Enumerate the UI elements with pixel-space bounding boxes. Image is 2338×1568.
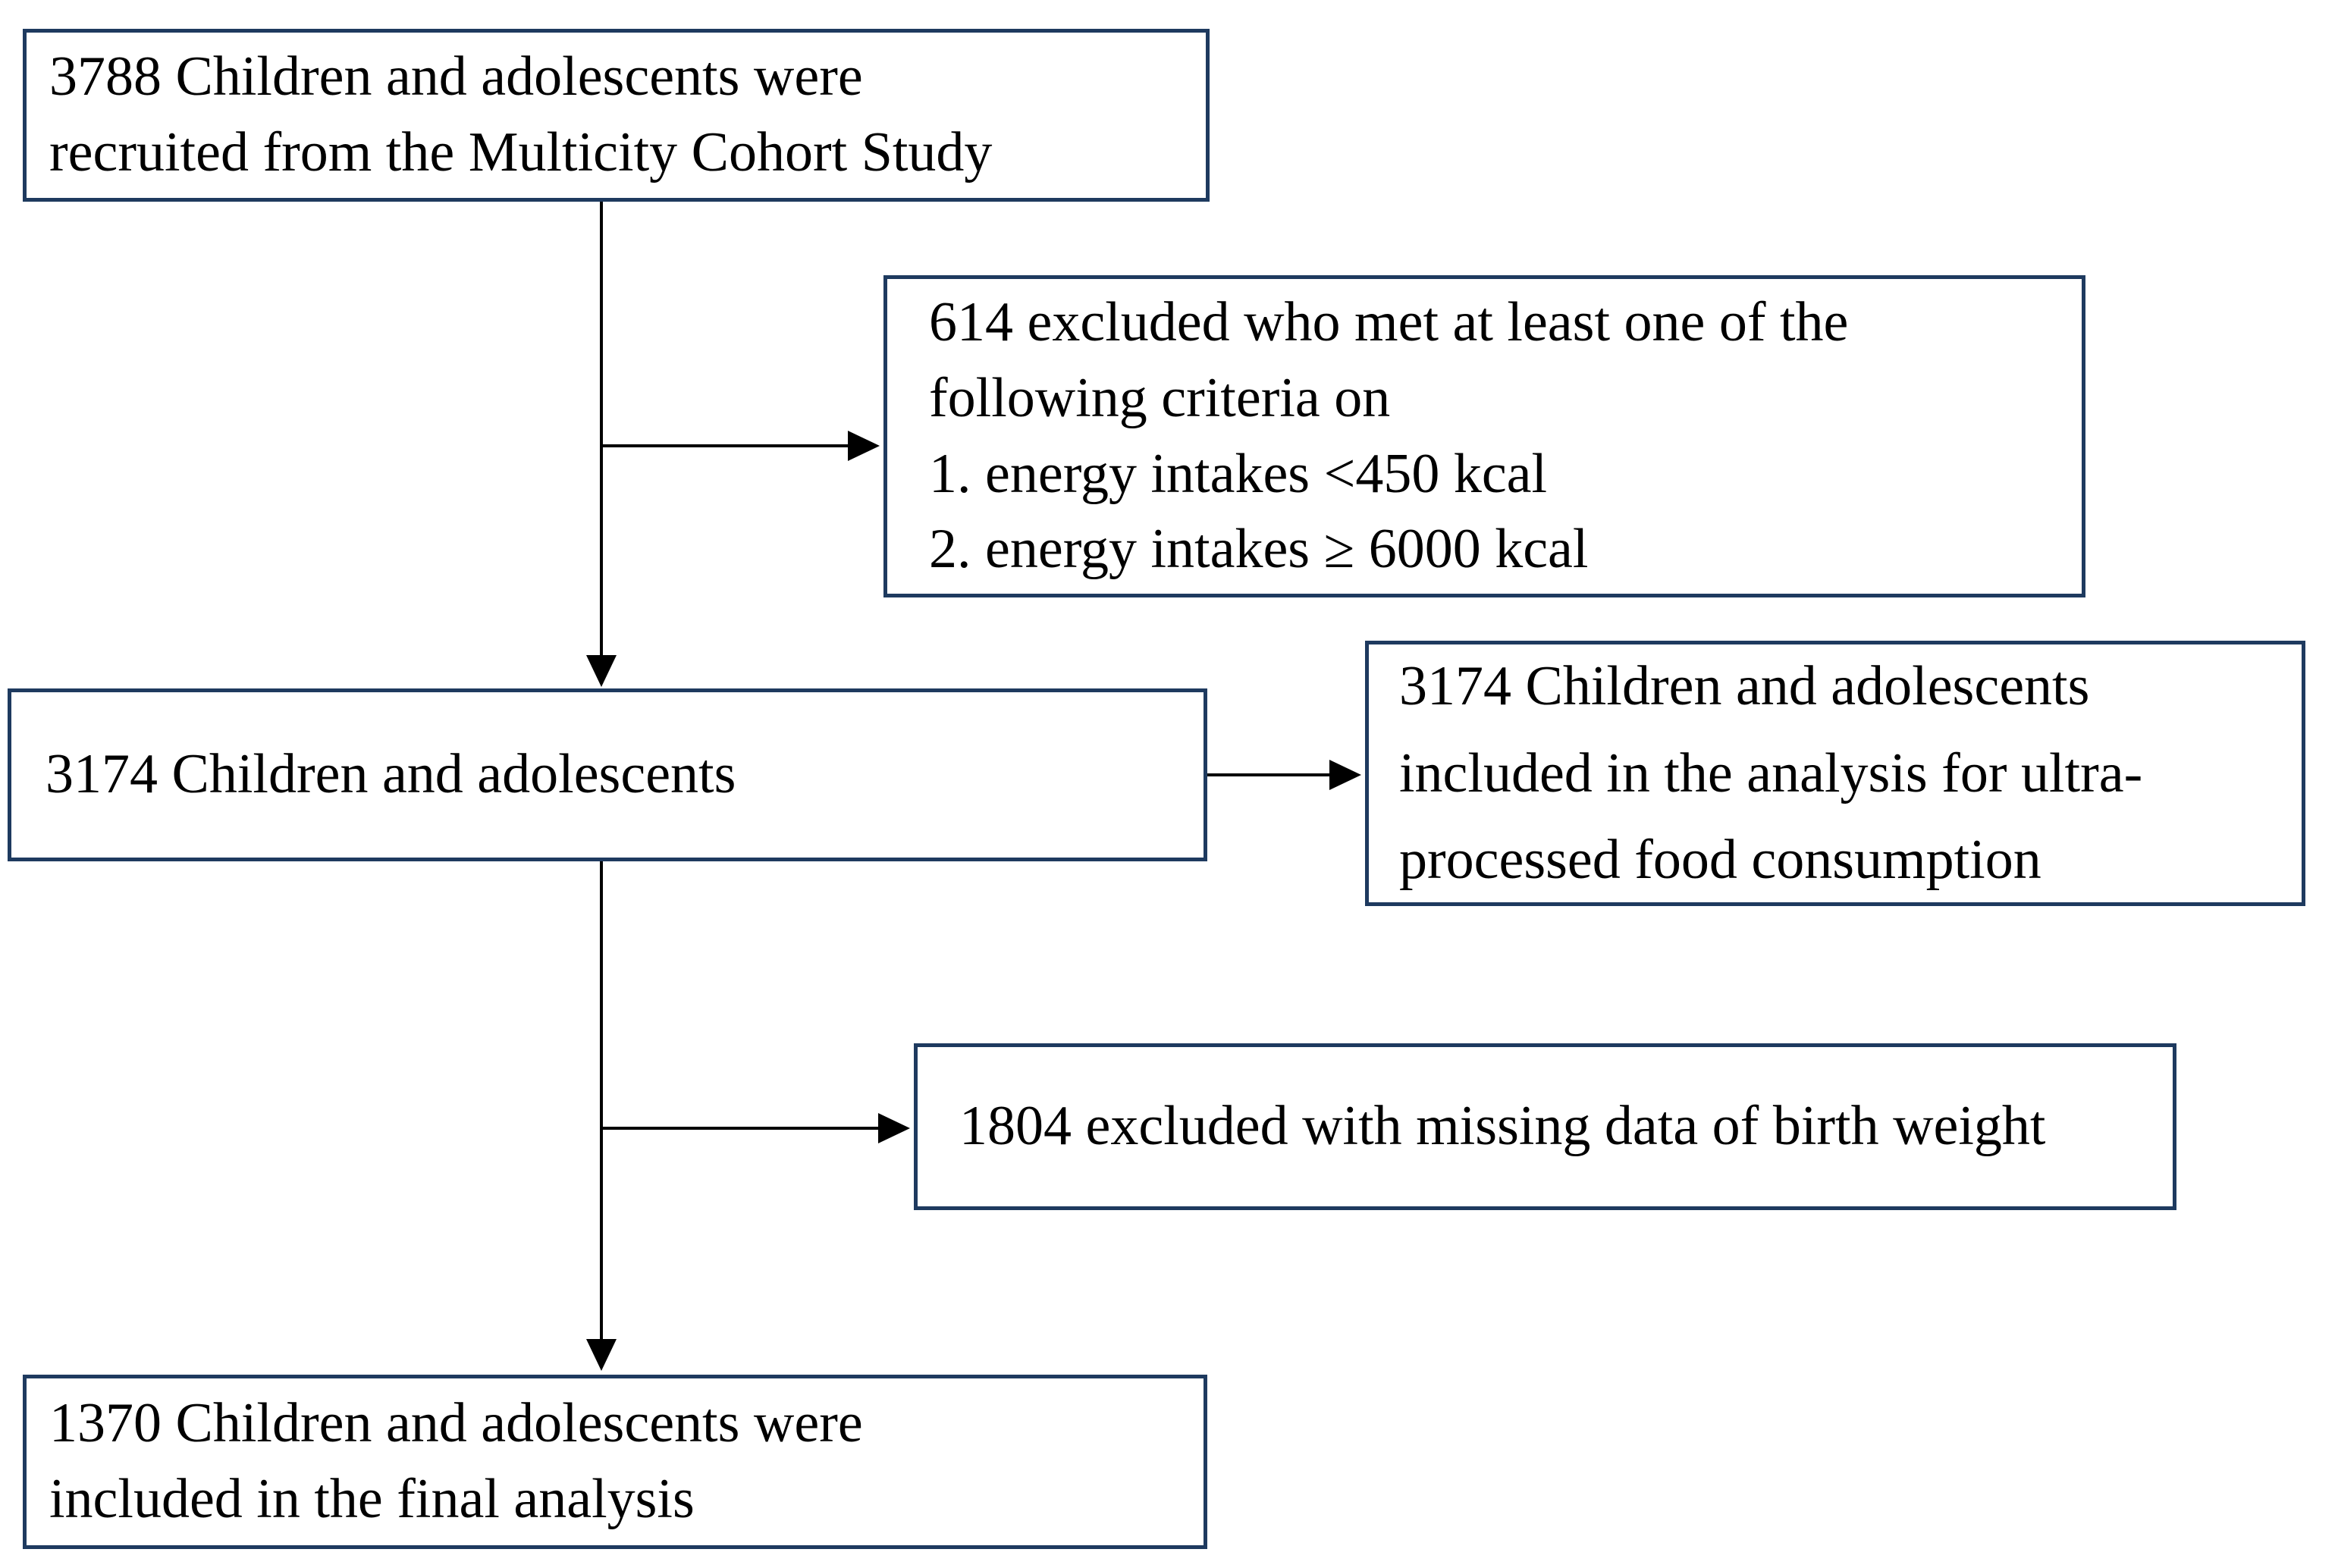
arrowhead-right-icon — [878, 1113, 910, 1143]
connector-branch-excluded-birth-weight — [601, 1127, 880, 1130]
connector-cohort-to-upf-analysis — [1207, 773, 1331, 776]
flow-box-included-upf-analysis: 3174 Children and adolescents included i… — [1365, 641, 2305, 906]
connector-recruited-to-cohort — [600, 202, 603, 658]
arrowhead-down-icon — [586, 655, 617, 687]
arrowhead-right-icon — [848, 431, 880, 461]
flow-box-recruited: 3788 Children and adolescents were recru… — [23, 29, 1210, 202]
flow-box-final-analysis: 1370 Children and adolescents were inclu… — [23, 1375, 1207, 1549]
flow-box-excluded-birth-weight: 1804 excluded with missing data of birth… — [914, 1043, 2176, 1210]
connector-cohort-to-final — [600, 861, 603, 1342]
flow-box-excluded-energy-criteria: 614 excluded who met at least one of the… — [883, 275, 2085, 597]
arrowhead-down-icon — [586, 1339, 617, 1371]
arrowhead-right-icon — [1329, 760, 1361, 790]
connector-branch-excluded-energy — [601, 444, 849, 447]
flow-box-cohort-3174: 3174 Children and adolescents — [8, 688, 1207, 861]
